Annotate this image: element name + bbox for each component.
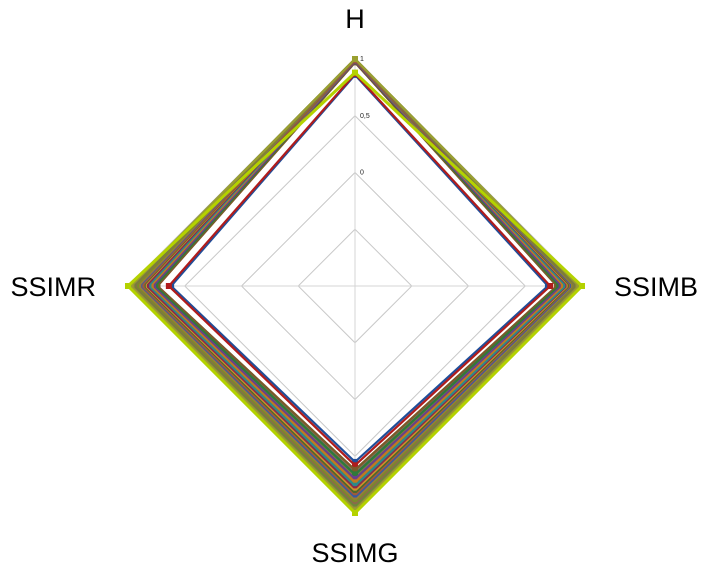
series-band-line-12	[147, 59, 566, 484]
tick-label-1: 0,5	[360, 113, 370, 120]
series-line-6	[146, 58, 568, 488]
series-4-point-ssimg	[352, 475, 358, 482]
series-line-12	[136, 57, 576, 503]
series-band-line-31	[134, 58, 577, 504]
series-1-point-ssimg	[352, 462, 358, 469]
series-line-7	[144, 58, 570, 491]
series-band-line-23	[140, 58, 572, 495]
series-band-line-3	[153, 60, 561, 475]
series-band-line-22	[140, 58, 572, 494]
series-band-line-28	[136, 58, 575, 501]
series-line-11	[137, 57, 575, 500]
series-layer	[125, 56, 585, 516]
series-band-line-29	[136, 58, 576, 502]
axis-label-ssimr: SSIMR	[10, 272, 96, 302]
series-band-line-19	[143, 59, 570, 491]
series-18-point-ssimb	[579, 283, 585, 289]
series-band-line-25	[138, 58, 573, 497]
series-0-point-ssimg	[352, 458, 358, 465]
series-band-line-6	[151, 60, 562, 478]
series-band-line-30	[135, 58, 576, 503]
series-band-line-1	[155, 60, 560, 473]
series-band-line-7	[151, 60, 563, 479]
axis-label-ssimb: SSIMB	[614, 272, 698, 302]
axis-label-ssimg: SSIMG	[311, 538, 398, 568]
series-18-point-ssimg	[352, 510, 358, 516]
series-band-line-16	[145, 59, 568, 488]
series-band-line-13	[147, 59, 566, 485]
series-17-point-h	[352, 56, 358, 62]
series-band-line-4	[153, 60, 561, 476]
series-band-line-9	[149, 60, 564, 481]
series-band-line-10	[149, 59, 565, 482]
series-band-line-24	[139, 58, 573, 496]
series-band-line-15	[145, 59, 568, 487]
series-1-point-ssimb	[547, 283, 554, 289]
series-18-point-ssimr	[125, 283, 131, 289]
series-band-line-8	[150, 60, 564, 480]
series-band-line-17	[144, 59, 569, 489]
series-line-1	[167, 72, 552, 467]
series-18-point-h	[352, 69, 358, 76]
radar-grid	[127, 58, 583, 514]
series-line-4	[151, 59, 564, 481]
tick-label-2: 1	[360, 56, 364, 63]
tick-labels: 00,51	[360, 56, 370, 177]
series-6-point-ssimg	[352, 482, 358, 489]
series-band-line-20	[142, 59, 570, 492]
series-line-5	[149, 58, 566, 484]
series-band-line-0	[155, 60, 559, 472]
tick-label-0: 0	[360, 170, 364, 177]
series-3-point-ssimg	[352, 471, 358, 478]
series-line-0	[169, 73, 550, 464]
series-line-2	[155, 60, 559, 472]
series-band-line-11	[148, 59, 565, 483]
series-band-line-27	[137, 58, 574, 499]
series-band-line-5	[152, 60, 562, 477]
series-line-13	[134, 57, 577, 505]
series-band-line-26	[138, 58, 574, 498]
series-band-line-18	[143, 59, 569, 490]
series-band-line-14	[146, 59, 567, 486]
series-line-9	[141, 58, 573, 496]
series-5-point-ssimg	[352, 479, 358, 486]
series-line-10	[140, 58, 574, 498]
series-1-point-ssimr	[165, 283, 172, 289]
series-line-8	[142, 58, 572, 493]
axis-label-h: H	[345, 4, 365, 34]
series-line-3	[153, 59, 561, 476]
series-band-line-21	[141, 59, 571, 493]
series-band-line-2	[154, 60, 560, 474]
series-2-point-ssimg	[352, 466, 358, 473]
